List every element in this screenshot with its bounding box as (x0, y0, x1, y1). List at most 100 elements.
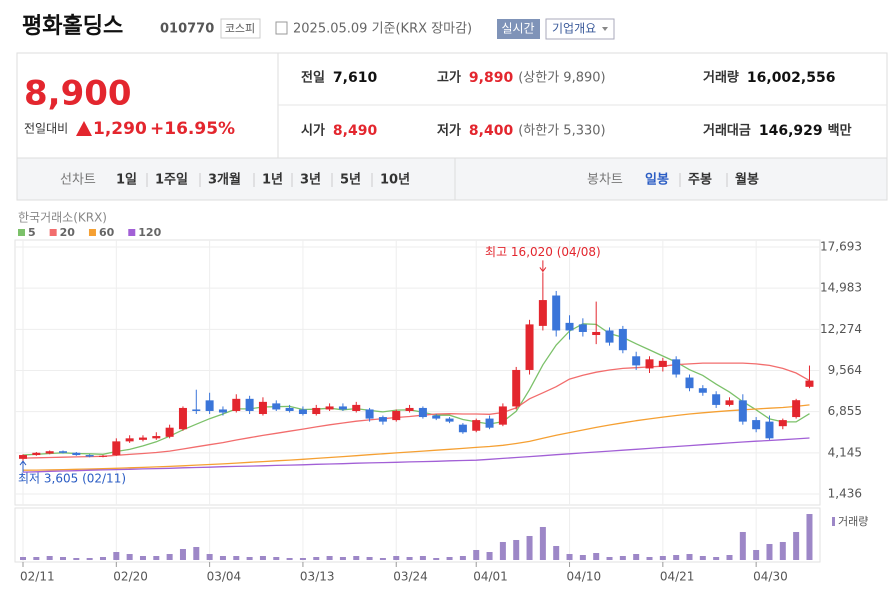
volume-bar (419, 555, 426, 560)
candle-body (98, 455, 107, 457)
x-tick-label: 04/30 (753, 570, 788, 584)
candle-body (458, 424, 467, 433)
candle-body (418, 407, 427, 418)
candle-body (725, 400, 734, 405)
y-tick-label: 12,274 (820, 322, 862, 336)
candle-body (578, 324, 587, 332)
volume-bar (153, 555, 160, 560)
candle-body (85, 455, 94, 457)
volume-bar (553, 545, 560, 560)
realtime-button[interactable] (497, 19, 540, 39)
volume-bar (259, 555, 266, 560)
y-tick-label: 9,564 (828, 363, 862, 377)
candle-body (658, 360, 667, 367)
volume-bar (526, 535, 533, 560)
candle-tab[interactable]: 월봉 (735, 172, 759, 188)
volume-bar (566, 553, 573, 560)
price: 8,900 (24, 74, 132, 114)
volume-bar (86, 557, 93, 560)
quote-label: 거래대금 (703, 124, 751, 139)
candle-body (565, 322, 574, 331)
x-tick-label: 03/04 (207, 570, 242, 584)
change-pct: +16.95% (150, 119, 235, 139)
volume-bar (113, 551, 120, 560)
volume-bar (499, 541, 506, 560)
candle-body (645, 359, 654, 369)
volume-bar (139, 555, 146, 560)
candle-body (272, 403, 281, 410)
volume-bar (619, 555, 626, 560)
volume-bar (793, 531, 800, 560)
period-tab[interactable]: 3개월 (208, 172, 241, 188)
y-tick-label: 17,693 (820, 240, 862, 254)
quote-note: (하한가 5,330) (518, 124, 605, 139)
volume-bar (779, 541, 786, 560)
ma-line (22, 404, 810, 471)
volume-bar (699, 555, 706, 560)
candle-body (805, 380, 814, 387)
volume-bar (579, 554, 586, 560)
low-arrow (19, 460, 27, 473)
legend-label: 120 (138, 226, 161, 239)
volume-bar (33, 556, 40, 560)
realtime-label[interactable]: 실시간 (501, 22, 534, 36)
period-tab[interactable]: 1주일 (155, 173, 188, 188)
candle-body (218, 409, 227, 413)
candle-tab[interactable]: 일봉 (645, 173, 669, 188)
candle-body (432, 415, 441, 419)
volume-bar (393, 555, 400, 560)
period-tab[interactable]: 1일 (116, 173, 137, 188)
legend-swatch (49, 229, 57, 236)
volume-bar (486, 551, 493, 560)
market-label: 코스피 (225, 22, 255, 35)
candle-tab[interactable]: 주봉 (688, 173, 712, 188)
company-label[interactable]: 기업개요 (552, 22, 596, 36)
period-tab[interactable]: 10년 (380, 173, 410, 188)
change-label: 전일대비 (24, 122, 68, 136)
ma-line (22, 323, 810, 456)
candle-body (312, 407, 321, 415)
market-badge (220, 18, 261, 39)
volume-bar (73, 557, 80, 560)
x-tick-label: 03/13 (300, 570, 335, 584)
candle-body (752, 420, 761, 430)
company-button[interactable] (545, 18, 615, 40)
high-annotation: 최고 16,020 (04/08) (485, 245, 601, 259)
quote-value: 7,610 (333, 70, 378, 86)
volume-bar (166, 553, 173, 560)
candle-body (165, 427, 174, 437)
volume-bar (513, 539, 520, 560)
candle-body (58, 451, 67, 453)
volume-bar (633, 553, 640, 560)
high-arrow (539, 260, 547, 273)
change: 1,290 (93, 119, 147, 139)
volume-bar (59, 556, 66, 560)
volume-bar (739, 531, 746, 560)
candle-body (698, 388, 707, 393)
volume-bar (219, 555, 226, 560)
period-tab[interactable]: 1년 (262, 173, 283, 188)
period-tab[interactable]: 5년 (340, 173, 361, 188)
volume-bar (673, 554, 680, 560)
quote-value: 8,490 (333, 123, 378, 139)
period-tab[interactable]: 3년 (300, 173, 321, 188)
quote-label: 저가 (437, 124, 461, 139)
volume-label: 거래량 (838, 515, 868, 528)
volume-bar (20, 556, 26, 560)
volume-bar (99, 556, 106, 560)
candle-body (445, 418, 454, 422)
volume-bar (126, 553, 133, 560)
y-tick-label: 6,855 (828, 404, 862, 418)
candle-body (352, 404, 361, 411)
candle-body (125, 438, 134, 442)
quote-note: (상한가 9,890) (518, 71, 605, 86)
candle-body (392, 410, 401, 421)
volume-bar (193, 546, 200, 560)
volume-bar (246, 556, 253, 560)
volume-bar (766, 543, 773, 560)
candle-body (285, 407, 294, 411)
candle-body (792, 400, 801, 418)
candle-body (192, 409, 201, 411)
volume-bar (46, 555, 53, 560)
volume-bar (326, 555, 333, 560)
